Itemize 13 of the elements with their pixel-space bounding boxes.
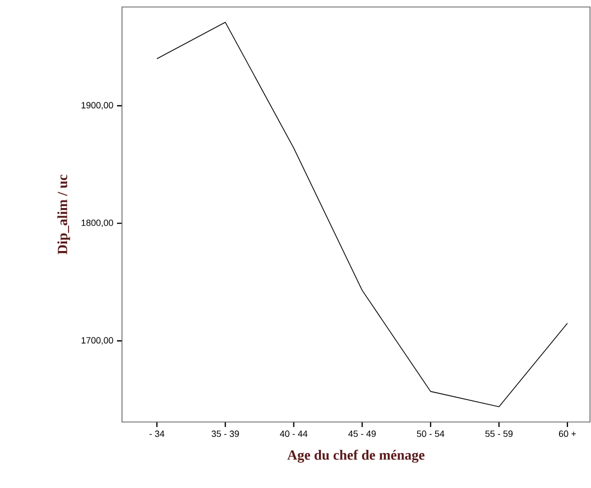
x-tick-label: 45 - 49 — [348, 430, 376, 437]
x-tick-label: 55 - 59 — [485, 430, 513, 437]
x-tick-label: 40 - 44 — [280, 430, 308, 437]
y-tick-label: 1800,00 — [82, 220, 114, 228]
x-tick-label: 35 - 39 — [212, 430, 239, 437]
y-axis-title: Dip_alim / uc — [57, 174, 70, 254]
y-tick-label: 1700,00 — [82, 337, 114, 345]
x-tick-label: 50 - 54 — [416, 430, 444, 437]
x-axis-title: Age du chef de ménage — [287, 450, 424, 463]
x-tick-label: 60 + — [558, 430, 576, 437]
x-tick-label: - 34 — [150, 430, 164, 437]
y-tick-label: 1900,00 — [82, 102, 114, 110]
line-series — [156, 22, 568, 408]
